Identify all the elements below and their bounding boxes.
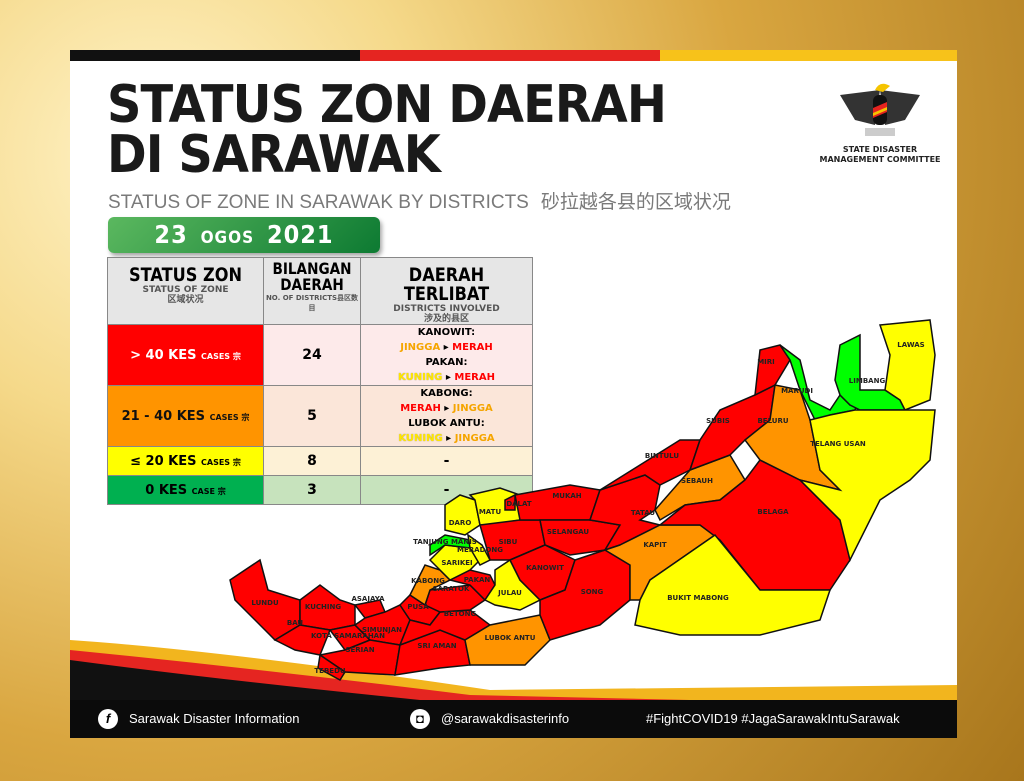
top-stripe-black [70,50,360,61]
header-bilangan-daerah: BILANGAN DAERAH NO. OF DISTRICTS县区数目 [263,257,361,325]
zone-status-table: STATUS ZON STATUS OF ZONE 区域状况 BILANGAN DA… [107,257,533,505]
district-label: LUBOK ANTU [485,634,536,642]
count-cell: 24 [263,324,361,386]
district-bau [273,624,332,656]
logo-caption: STATE DISASTER [842,145,918,154]
count-cell: 8 [263,446,361,476]
district-label: KANOWIT [526,564,564,572]
district-label: ASAJAYA [351,595,385,603]
district-label: SERIAN [345,646,374,654]
infographic-card: STATUS ZON DAERAH DI SARAWAK STATUS OF ZO… [70,50,957,738]
footer-bar: f Sarawak Disaster Information ◘ @sarawakd… [70,700,957,738]
bottom-swoosh [70,640,957,700]
district-label: TEBEDU [314,667,345,675]
table-row: ≤ 20 KES CASES 宗 8 - [107,446,533,476]
hornbill-crest-icon [840,83,920,136]
status-cell: > 40 KES CASES 宗 [107,324,264,386]
district-label: SIBU [499,538,518,546]
district-bukit-mabong [634,533,832,636]
header-daerah-terlibat: DAERAH TERLIBAT DISTRICTS INVOLVED 涉及的县区 [360,257,533,325]
page-title: STATUS ZON DAERAH DI SARAWAK [107,75,667,185]
involved-cell: - [360,446,533,476]
district-label: PAKAN [464,576,491,584]
district-label: BAU [287,619,304,627]
district-label: KUCHING [305,603,341,611]
involved-cell: KABONG: MERAH ▸ JINGGA LUBOK ANTU: KUNING … [360,385,533,447]
district-label: DALAT [506,500,532,508]
district-label: MUKAH [552,492,581,500]
district-label: JULAU [497,589,522,597]
district-label: SELANGAU [547,528,590,536]
district-label: SONG [581,588,604,596]
district-label: SARATOK [433,585,470,593]
status-cell: ≤ 20 KES CASES 宗 [107,446,264,476]
district-label: BELURU [757,417,788,425]
status-cell: 21 - 40 KES CASES 宗 [107,385,264,447]
involved-cell: KANOWIT: JINGGA ▸ MERAH PAKAN: KUNING ▸ ME… [360,324,533,386]
facebook-icon: f [98,709,118,729]
district-label: DARO [449,519,472,527]
district-label: KOTA SAMARAHAN [311,632,385,640]
district-label: MIRI [757,358,775,366]
district-label: LAWAS [897,341,924,349]
district-label: SUBIS [706,417,730,425]
top-stripe-red [360,50,660,61]
district-label: MATU [479,508,502,516]
district-song [539,549,631,641]
district-label: BELAGA [757,508,789,516]
subtitle: STATUS OF ZONE IN SARAWAK BY DISTRICTS 砂拉… [108,192,731,213]
hashtags: #FightCOVID19 #JagaSarawakIntuSarawak [646,711,900,726]
table-row: > 40 KES CASES 宗 24 KANOWIT: JINGGA ▸ MER… [107,324,533,386]
district-tebedu [317,653,347,681]
district-dalat [504,493,516,511]
instagram-link[interactable]: ◘ @sarawakdisasterinfo [410,709,569,729]
date-badge: 23 OGOS 2021 [108,217,380,253]
district-label: SARIKEI [441,559,472,567]
district-label: SRI AMAN [417,642,456,650]
table-row: 21 - 40 KES CASES 宗 5 KABONG: MERAH ▸ JIN… [107,385,533,447]
district-label: BUKIT MABONG [667,594,729,602]
district-label: MERADONG [457,546,503,554]
district-label: KAPIT [643,541,667,549]
top-stripe-yellow [660,50,957,61]
district-label: TATAU [631,509,656,517]
district-label: BINTULU [645,452,679,460]
district-label: TELANG USAN [810,440,866,448]
header-status-zon: STATUS ZON STATUS OF ZONE 区域状况 [107,257,264,325]
district-label: LUNDU [251,599,279,607]
district-label: KABONG [411,577,445,585]
district-label: MARUDI [781,387,813,395]
district-label: SIMUNJAN [362,626,402,634]
district-label: BETONG [444,610,477,618]
count-cell: 3 [263,475,361,505]
instagram-icon: ◘ [410,709,430,729]
logo-caption: MANAGEMENT COMMITTEE [819,155,941,164]
count-cell: 5 [263,385,361,447]
district-label: SEBAUH [681,477,713,485]
district-label: PUSA [407,603,429,611]
sarawak-crest-logo: STATE DISASTER MANAGEMENT COMMITTEE [815,80,945,165]
facebook-link[interactable]: f Sarawak Disaster Information [98,709,300,729]
district-telang-usan [797,409,936,563]
district-label: TANJUNG MANIS [413,538,477,546]
district-label: LIMBANG [849,377,886,385]
district-meradong [466,533,492,566]
